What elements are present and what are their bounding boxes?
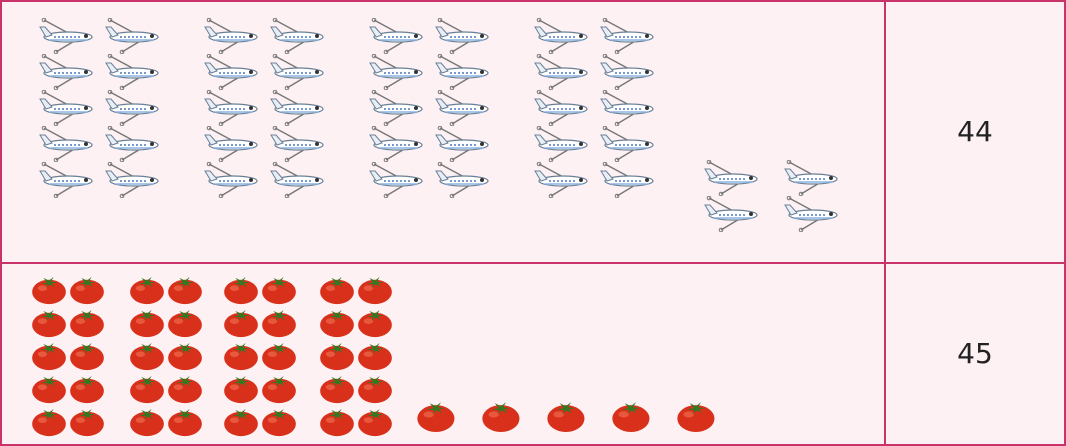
count: 44 xyxy=(957,115,993,148)
count: 45 xyxy=(957,337,993,370)
